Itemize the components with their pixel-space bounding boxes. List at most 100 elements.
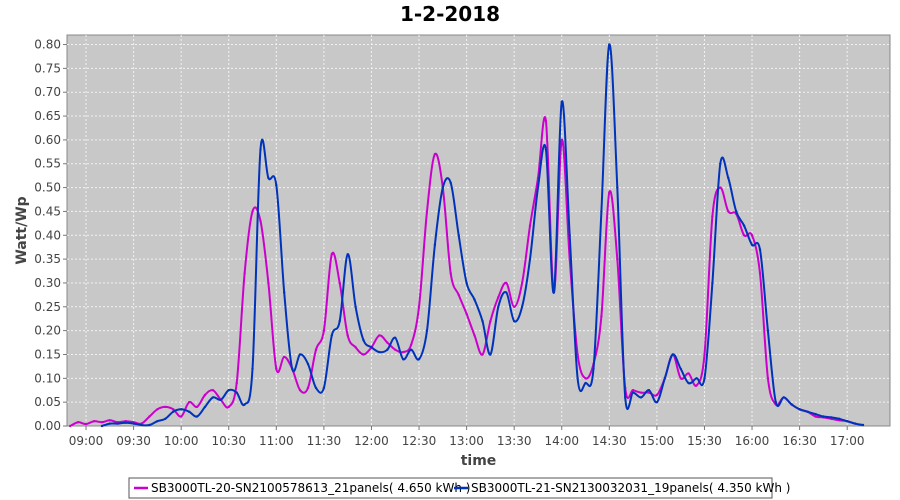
series-lines xyxy=(69,43,865,428)
data-point xyxy=(235,391,238,394)
data-point xyxy=(354,346,357,349)
data-point xyxy=(481,353,484,356)
data-point xyxy=(306,362,310,366)
data-point xyxy=(449,181,452,184)
data-point xyxy=(227,389,230,392)
data-point xyxy=(298,389,302,392)
data-point xyxy=(172,410,175,413)
data-point xyxy=(298,353,302,356)
data-point xyxy=(330,253,333,256)
data-point xyxy=(322,386,326,390)
data-point xyxy=(251,367,254,370)
data-point xyxy=(394,336,397,339)
chart-title: 1-2-2018 xyxy=(400,2,500,26)
data-point xyxy=(473,334,476,337)
data-point xyxy=(719,186,722,189)
data-point xyxy=(473,298,476,301)
data-point xyxy=(164,417,167,420)
x-tick-label: 14:00 xyxy=(544,434,579,448)
y-tick-label: 0.15 xyxy=(34,347,61,361)
data-point xyxy=(528,224,532,227)
data-point xyxy=(394,348,397,351)
data-point xyxy=(655,393,659,397)
y-tick-label: 0.05 xyxy=(34,395,61,409)
data-point xyxy=(489,319,492,323)
data-point xyxy=(584,381,587,385)
data-point xyxy=(758,272,762,275)
y-tick-label: 0.50 xyxy=(34,181,61,195)
data-point xyxy=(362,353,365,356)
data-point xyxy=(92,420,96,423)
y-tick-label: 0.75 xyxy=(34,61,61,75)
data-point xyxy=(378,350,381,354)
x-tick-label: 09:00 xyxy=(69,434,104,448)
data-point xyxy=(275,367,278,370)
data-point xyxy=(195,415,199,418)
data-point xyxy=(148,415,151,418)
data-point xyxy=(243,403,246,406)
x-axis-label: time xyxy=(461,453,497,469)
data-point xyxy=(735,210,738,213)
y-axis-label: Watt/Wp xyxy=(14,196,30,264)
y-axis: 0.00 0.05 0.10 0.15 0.20 0.25 0.30 0.35 0.40 0.45… xyxy=(34,38,67,433)
data-point xyxy=(402,350,405,354)
x-tick-label: 16:30 xyxy=(782,434,817,448)
data-point xyxy=(172,408,175,411)
data-point xyxy=(449,272,452,275)
data-point xyxy=(378,334,381,337)
data-point xyxy=(616,257,619,261)
y-tick-label: 0.35 xyxy=(34,252,61,266)
data-point xyxy=(687,372,690,375)
data-point xyxy=(259,219,262,223)
data-point xyxy=(283,355,286,359)
x-tick-label: 12:30 xyxy=(402,434,437,448)
data-point xyxy=(671,353,674,356)
data-point xyxy=(156,420,159,423)
legend: SB3000TL-20-SN2100578613_21panels( 4.650… xyxy=(128,477,790,499)
data-point xyxy=(853,422,857,425)
data-point xyxy=(370,346,373,349)
y-tick-label: 0.10 xyxy=(34,371,61,385)
data-point xyxy=(600,210,603,213)
x-tick-label: 10:30 xyxy=(211,434,246,448)
data-point xyxy=(425,210,429,213)
data-point xyxy=(584,377,587,380)
data-point xyxy=(211,389,215,392)
data-point xyxy=(362,339,365,342)
data-point xyxy=(409,343,413,347)
data-point xyxy=(544,148,548,151)
data-point xyxy=(69,424,72,428)
data-point xyxy=(409,348,413,351)
data-point xyxy=(679,377,682,380)
data-point xyxy=(513,305,516,308)
data-point xyxy=(180,415,183,418)
y-tick-label: 0.65 xyxy=(34,109,61,123)
data-point xyxy=(465,312,468,316)
data-point xyxy=(750,243,754,246)
y-tick-label: 0.70 xyxy=(34,85,61,99)
y-tick-label: 0.60 xyxy=(34,133,61,147)
data-point xyxy=(481,319,484,323)
data-point xyxy=(742,234,746,237)
data-point xyxy=(108,419,112,422)
data-point xyxy=(441,186,444,189)
y-tick-label: 0.20 xyxy=(34,324,61,338)
data-point xyxy=(195,405,199,409)
y-tick-label: 0.40 xyxy=(34,228,61,242)
legend-label-2: SB3000TL-21-SN2130032031_19panels( 4.350… xyxy=(471,481,790,495)
data-point xyxy=(457,293,460,297)
data-point xyxy=(695,384,698,387)
data-point xyxy=(655,401,659,404)
data-point xyxy=(830,416,833,419)
x-tick-label: 13:00 xyxy=(449,434,484,448)
data-point xyxy=(687,381,690,385)
data-point xyxy=(647,389,651,392)
data-point xyxy=(719,162,722,165)
data-point xyxy=(187,401,191,404)
data-point xyxy=(227,405,230,409)
data-point xyxy=(513,319,516,323)
data-point xyxy=(790,403,793,406)
x-tick-label: 15:00 xyxy=(640,434,675,448)
data-point xyxy=(568,234,571,237)
data-point xyxy=(417,305,421,308)
